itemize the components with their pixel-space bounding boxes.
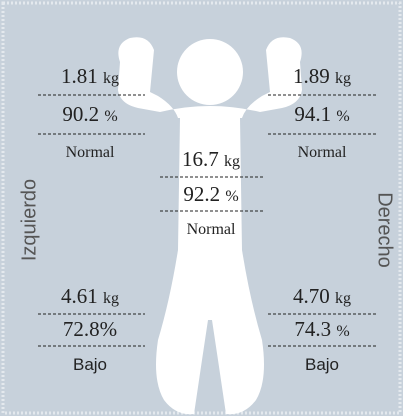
text-part: kg — [335, 290, 351, 307]
text-part: 4.61 — [61, 284, 98, 308]
status: Normal — [298, 144, 347, 161]
percent: 72.8% — [63, 317, 117, 341]
text-part: % — [225, 188, 238, 205]
text-part: % — [104, 108, 117, 125]
status: Bajo — [73, 355, 107, 374]
text-part: % — [336, 108, 349, 125]
text-part: kg — [224, 153, 240, 170]
status: Bajo — [305, 355, 339, 374]
status: Normal — [187, 221, 236, 238]
text-part: kg — [335, 70, 351, 87]
text-part: kg — [103, 70, 119, 87]
text-part: 74.3 — [294, 317, 331, 341]
side-label: Izquierdo — [18, 179, 40, 261]
text-part: 4.70 — [293, 284, 330, 308]
text-part: 1.89 — [293, 64, 330, 88]
text-part: 94.1 — [294, 102, 331, 126]
page: Izquierdo Derecho 1.81 kg 90.2 % Normal … — [0, 0, 403, 416]
text-part: 92.2 — [183, 182, 220, 206]
text-part: % — [336, 323, 349, 340]
segmental-view: Izquierdo Derecho 1.81 kg 90.2 % Normal … — [0, 0, 403, 416]
text-part: kg — [103, 290, 119, 307]
text-part: 16.7 — [182, 147, 219, 171]
status: Normal — [66, 144, 115, 161]
side-label: Derecho — [374, 192, 396, 268]
text-part: 1.81 — [61, 64, 98, 88]
text-part: 90.2 — [62, 102, 99, 126]
